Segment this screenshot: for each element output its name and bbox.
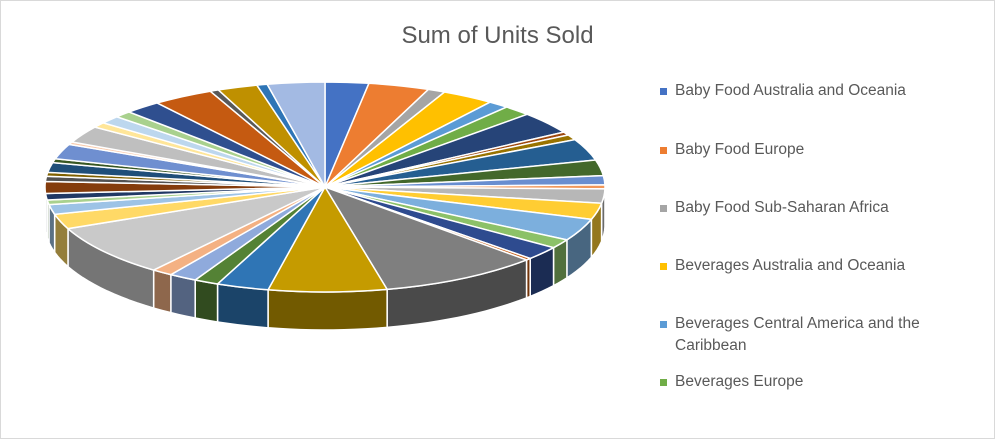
legend-label: Baby Food Europe (675, 141, 805, 158)
legend-swatch (660, 147, 667, 154)
pie-slice-side (216, 283, 269, 329)
legend-label: Baby Food Sub-Saharan Africa (675, 199, 889, 216)
pie-slice-side (194, 279, 219, 323)
legend-label: Beverages Europe (675, 373, 804, 390)
legend-swatch (660, 88, 667, 95)
legend-swatch (660, 205, 667, 212)
legend-label: Baby Food Australia and Oceania (675, 82, 906, 99)
legend-item: Beverages Europe (660, 371, 955, 393)
pie-slice (66, 186, 326, 271)
chart-title: Sum of Units Sold (401, 22, 594, 49)
legend-item: Baby Food Australia and Oceania (660, 80, 955, 102)
legend-swatch (660, 321, 667, 328)
legend-swatch (660, 263, 667, 270)
pie-slice-side (152, 269, 172, 314)
legend-item: Beverages Central America and the Caribb… (660, 313, 955, 357)
pie-slice-side (170, 273, 196, 319)
legend-label: Beverages Australia and Oceania (675, 257, 906, 274)
pie-slice (265, 81, 326, 190)
pie-top-group (44, 81, 606, 293)
pie-slice (323, 185, 529, 291)
pie-slice (266, 185, 389, 293)
legend-item: Beverages Australia and Oceania (660, 255, 955, 277)
legend-item: Baby Food Sub-Saharan Africa (660, 197, 955, 219)
pie-slice-side (267, 288, 388, 331)
legend-label: Beverages Central America and the Caribb… (675, 315, 920, 354)
pie-depth-group (44, 186, 606, 331)
legend-item: Baby Food Europe (660, 139, 955, 161)
legend-swatch (660, 379, 667, 386)
